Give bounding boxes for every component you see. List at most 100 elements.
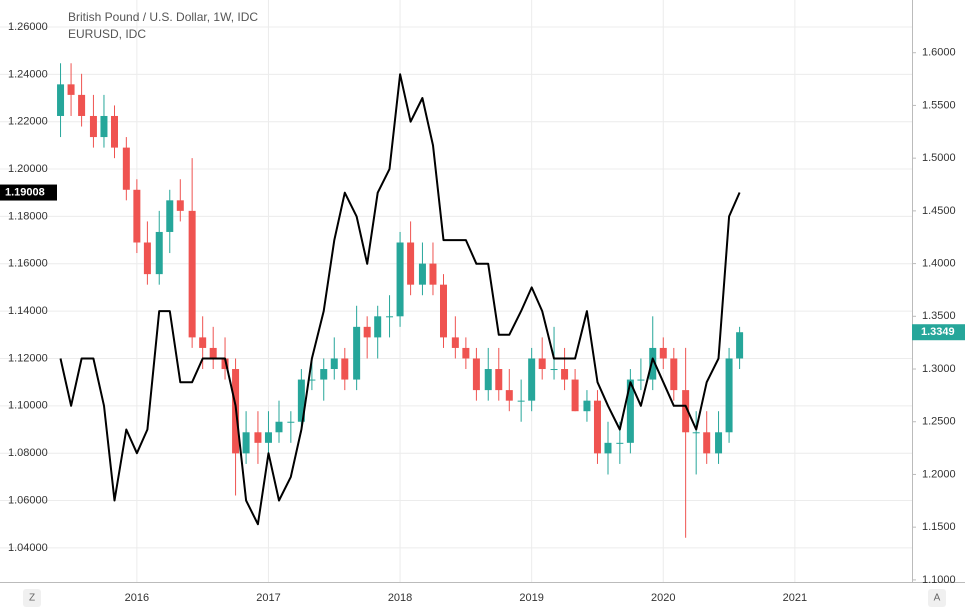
candle-body (242, 432, 250, 454)
candle-body (418, 263, 426, 285)
y-tick-label: 1.26000 (8, 21, 48, 33)
y2-tick-label: 1.5500 (922, 99, 956, 111)
candle-body (583, 400, 591, 412)
candle-body (692, 432, 700, 434)
candle-body (703, 432, 711, 454)
y2-tick-label: 1.6000 (922, 47, 956, 59)
candle-body (341, 358, 349, 380)
y-tick-label: 1.14000 (8, 305, 48, 317)
y-tick-label: 1.10000 (8, 400, 48, 412)
candle-body (495, 369, 503, 391)
candle-body (320, 369, 328, 380)
y2-tick-label: 1.3500 (922, 310, 956, 322)
y-tick-label: 1.04000 (8, 542, 48, 554)
candle-body (396, 242, 404, 317)
candle-body (297, 379, 305, 422)
candle-body (451, 337, 459, 348)
candle-body (287, 421, 295, 423)
legend-entry: EURUSD, IDC (68, 27, 146, 41)
candle-body (439, 284, 447, 338)
candle-body (275, 421, 283, 433)
y-tick-label: 1.16000 (8, 258, 48, 270)
x-tick-label: 2016 (125, 592, 149, 604)
candle-body (715, 432, 723, 454)
y-tick-label: 1.22000 (8, 116, 48, 128)
candle-body (736, 332, 744, 359)
candle-body (561, 369, 569, 380)
candle-body (374, 316, 382, 338)
candle-body (429, 263, 437, 285)
scale-button-label[interactable]: A (934, 593, 941, 604)
scale-button-label[interactable]: Z (29, 593, 35, 604)
candle-body (538, 358, 546, 370)
y-tick-label: 1.12000 (8, 352, 48, 364)
candle-body (659, 347, 667, 359)
candle-body (725, 358, 733, 433)
candle-body (682, 390, 690, 433)
candle-body (166, 200, 174, 232)
candle-body (209, 347, 217, 359)
candle-body (89, 115, 97, 138)
scale-button[interactable] (23, 589, 41, 607)
line-series (59, 73, 741, 526)
candle-body (505, 390, 513, 401)
candle-body (78, 94, 86, 116)
candle-body (67, 84, 75, 95)
candle-body (100, 115, 108, 138)
x-tick-label: 2021 (783, 592, 807, 604)
candle-body (254, 432, 262, 443)
price-tag-label: 1.19008 (5, 186, 45, 198)
candle-body (593, 400, 601, 454)
candle-body (604, 442, 612, 454)
candle-body (330, 358, 338, 370)
y2-tick-label: 1.4500 (922, 205, 956, 217)
y-tick-label: 1.06000 (8, 494, 48, 506)
candle-body (528, 358, 536, 401)
candle-body (363, 326, 371, 338)
y-tick-label: 1.20000 (8, 163, 48, 175)
candle-body (308, 379, 316, 381)
y2-tick-label: 1.2500 (922, 416, 956, 428)
y2-tick-label: 1.3000 (922, 363, 956, 375)
y2-tick-label: 1.4000 (922, 257, 956, 269)
candle-body (155, 231, 163, 275)
candle-body (122, 147, 130, 190)
candle-body (188, 210, 196, 338)
candle-body (353, 326, 361, 380)
x-tick-label: 2018 (388, 592, 412, 604)
candle-body (571, 379, 579, 412)
legend-entry: British Pound / U.S. Dollar, 1W, IDC (68, 10, 258, 24)
candle-body (407, 242, 415, 285)
candle-body (110, 115, 118, 148)
x-tick-label: 2020 (651, 592, 675, 604)
candle-body (517, 400, 525, 402)
candle-body (133, 189, 141, 243)
candle-body (472, 358, 480, 391)
candle-body (616, 442, 624, 444)
y2-tick-label: 1.1000 (922, 574, 956, 586)
candle-body (649, 347, 657, 380)
candle-body (626, 379, 634, 443)
y-tick-label: 1.18000 (8, 210, 48, 222)
candle-body (550, 369, 558, 371)
candle-body (386, 316, 394, 318)
candle-body (637, 379, 645, 381)
price-tag (912, 324, 965, 341)
candle-body (143, 242, 151, 275)
y-tick-label: 1.08000 (8, 447, 48, 459)
candle-body (57, 84, 65, 116)
y2-tick-label: 1.5000 (922, 152, 956, 164)
candle-body (221, 358, 229, 370)
price-tag (0, 184, 57, 201)
price-tag-label: 1.3349 (921, 326, 955, 338)
scale-button[interactable] (928, 589, 946, 607)
candle-body (462, 347, 470, 359)
candle-body (176, 200, 184, 211)
y-tick-label: 1.24000 (8, 68, 48, 80)
candle-body (264, 432, 272, 443)
candle-body (484, 369, 492, 391)
x-tick-label: 2019 (519, 592, 543, 604)
candle-body (199, 337, 207, 348)
